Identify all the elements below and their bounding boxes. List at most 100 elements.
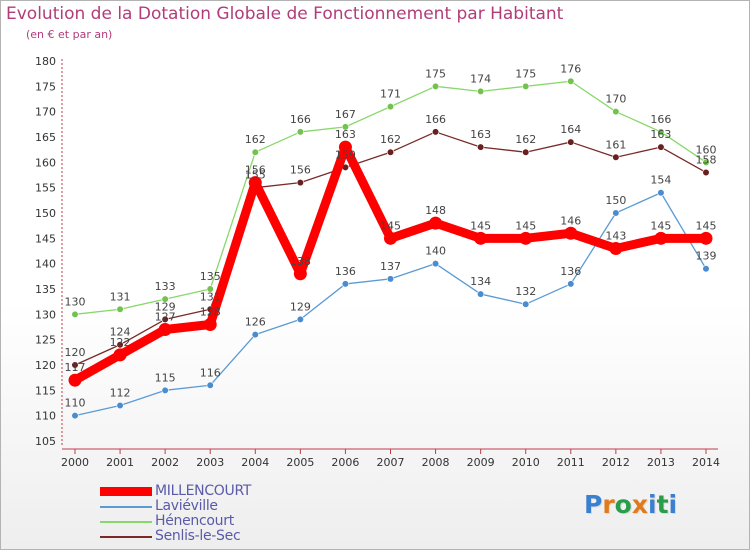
data-label: 163 [470, 128, 491, 141]
logo-letter: t [656, 490, 669, 519]
data-label: 167 [335, 108, 356, 121]
logo-letter: o [614, 490, 632, 519]
data-point [429, 216, 443, 230]
legend-label: MILLENCOURT [155, 483, 252, 499]
data-label: 171 [380, 88, 401, 101]
data-label: 122 [110, 336, 131, 349]
y-tick-label: 125 [35, 334, 56, 347]
data-point [71, 361, 79, 369]
data-point [68, 373, 82, 387]
data-label: 137 [380, 260, 401, 273]
data-label: 163 [650, 128, 671, 141]
data-point [71, 412, 79, 420]
data-label: 136 [560, 265, 581, 278]
data-label: 163 [335, 128, 356, 141]
data-point [699, 231, 713, 245]
data-point [567, 77, 575, 85]
data-label: 150 [605, 194, 626, 207]
data-label: 155 [245, 169, 266, 182]
data-point [431, 82, 440, 90]
x-tick-label: 2011 [557, 456, 585, 469]
data-label: 166 [425, 113, 446, 126]
x-tick-label: 2001 [106, 456, 134, 469]
logo-letter: i [668, 490, 678, 519]
legend-label: Hénencourt [155, 513, 234, 529]
data-label: 160 [696, 143, 717, 156]
legend-label: Laviéville [155, 498, 218, 514]
data-label: 175 [515, 67, 536, 80]
data-point [71, 310, 79, 318]
data-point [341, 280, 350, 288]
data-label: 145 [650, 219, 671, 232]
x-tick-label: 2008 [422, 456, 450, 469]
x-tick-label: 2002 [151, 456, 179, 469]
data-label: 126 [245, 316, 266, 329]
data-point [341, 123, 350, 131]
y-tick-label: 105 [35, 435, 56, 448]
data-point [474, 231, 488, 245]
data-label: 174 [470, 72, 491, 85]
x-tick-label: 2012 [602, 456, 630, 469]
data-label: 140 [425, 245, 446, 258]
data-point [564, 226, 578, 240]
data-point [657, 143, 665, 151]
data-label: 120 [65, 346, 86, 359]
logo-letter: x [631, 490, 648, 519]
data-label: 129 [155, 300, 176, 313]
data-point [702, 158, 710, 166]
data-label: 145 [696, 219, 717, 232]
data-point [116, 341, 124, 349]
data-point [702, 168, 710, 177]
x-tick-label: 2009 [467, 456, 495, 469]
y-tick-label: 110 [35, 410, 56, 423]
data-label: 133 [155, 280, 176, 293]
data-point [116, 305, 124, 313]
y-tick-label: 170 [35, 106, 56, 119]
data-label: 170 [605, 93, 626, 106]
data-point [386, 102, 395, 111]
y-tick-label: 175 [35, 80, 56, 93]
data-point [431, 128, 440, 136]
y-tick-label: 165 [35, 131, 56, 144]
x-tick-label: 2005 [286, 456, 314, 469]
data-point [338, 140, 352, 154]
data-label: 156 [245, 164, 266, 177]
data-point [477, 143, 485, 151]
x-tick-label: 2000 [61, 456, 89, 469]
data-point [477, 290, 485, 298]
data-point [612, 209, 620, 217]
data-point [519, 231, 533, 245]
data-label: 139 [696, 250, 717, 263]
legend-label: Senlis-le-Sec [155, 528, 241, 544]
proxiti-logo: Proxiti [584, 490, 677, 519]
data-label: 166 [290, 113, 311, 126]
data-point [113, 348, 127, 362]
data-label: 143 [605, 229, 626, 242]
chart-subtitle: (en € et par an) [26, 28, 113, 41]
data-label: 130 [65, 295, 86, 308]
y-tick-label: 160 [35, 156, 56, 169]
data-point [612, 108, 620, 116]
data-point [296, 128, 304, 136]
data-point [248, 176, 262, 190]
data-label: 131 [200, 290, 221, 303]
data-label: 135 [200, 270, 221, 283]
data-label: 164 [560, 123, 581, 136]
data-point [161, 386, 169, 394]
data-point [206, 285, 214, 293]
logo-letter: P [584, 490, 603, 519]
legend-swatch [100, 536, 152, 538]
data-point [161, 315, 169, 324]
data-point [522, 82, 530, 90]
data-point [702, 265, 710, 273]
data-point [654, 231, 668, 245]
data-point [477, 87, 485, 95]
data-label: 124 [110, 326, 131, 339]
data-point [203, 317, 217, 331]
y-tick-label: 150 [35, 207, 56, 220]
data-point [386, 275, 395, 283]
y-tick-label: 130 [35, 308, 56, 321]
data-label: 176 [560, 62, 581, 75]
data-point [657, 128, 665, 136]
data-label: 116 [200, 366, 221, 379]
